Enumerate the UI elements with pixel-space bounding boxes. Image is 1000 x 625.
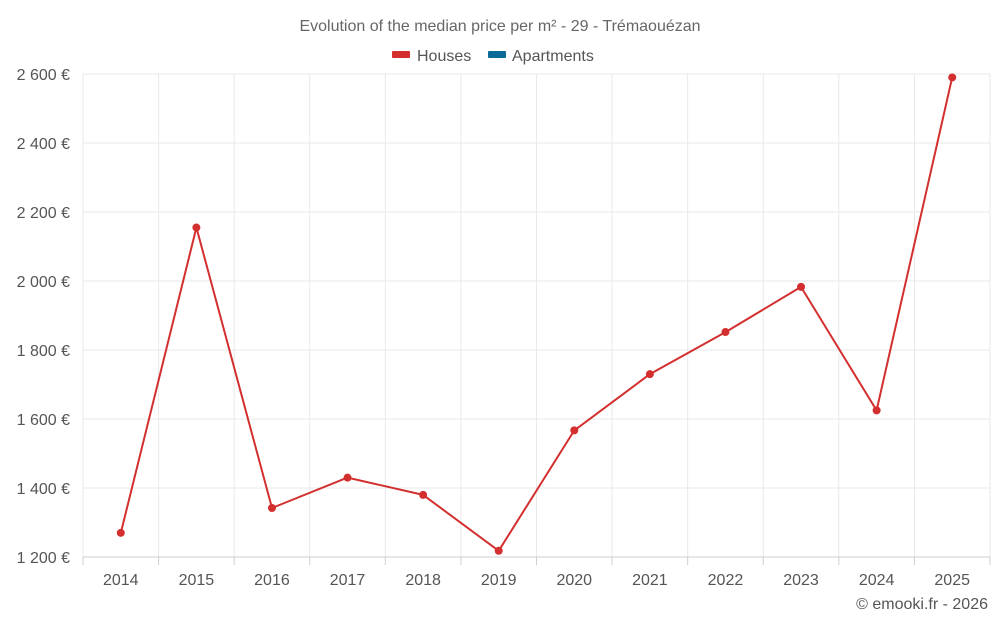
credit-text: © emooki.fr - 2026 — [856, 596, 988, 613]
chart-title: Evolution of the median price per m² - 2… — [299, 18, 700, 35]
legend-swatch-houses — [392, 51, 410, 58]
x-tick-label: 2023 — [783, 572, 819, 589]
x-tick-label: 2021 — [632, 572, 668, 589]
data-point[interactable] — [948, 73, 957, 82]
x-tick-label: 2018 — [405, 572, 441, 589]
y-axis-ticks: 1 200 € 1 400 € 1 600 € 1 800 € 2 000 € 2 200… — [17, 67, 70, 567]
data-point[interactable] — [494, 546, 503, 555]
y-tick-label: 2 600 € — [17, 67, 70, 84]
data-point[interactable] — [570, 426, 579, 435]
grid-lines — [82, 73, 991, 558]
y-tick-label: 1 600 € — [17, 412, 70, 429]
x-tick-label: 2025 — [934, 572, 970, 589]
data-point[interactable] — [872, 406, 881, 415]
y-tick-label: 1 200 € — [17, 550, 70, 567]
y-tick-label: 1 400 € — [17, 481, 70, 498]
legend-label-houses[interactable]: Houses — [417, 48, 471, 65]
x-tick-label: 2014 — [103, 572, 139, 589]
x-axis-ticks: 2014 2015 2016 2017 2018 2019 2020 2021 2022 2023… — [82, 557, 991, 589]
data-point[interactable] — [797, 282, 806, 291]
x-tick-label: 2020 — [556, 572, 592, 589]
data-point[interactable] — [419, 490, 428, 499]
data-point[interactable] — [721, 328, 730, 337]
y-tick-label: 2 400 € — [17, 136, 70, 153]
data-point[interactable] — [645, 370, 654, 379]
legend-label-apartments[interactable]: Apartments — [512, 48, 594, 65]
series-layer — [116, 73, 957, 555]
x-tick-label: 2019 — [481, 572, 517, 589]
y-tick-label: 2 200 € — [17, 205, 70, 222]
x-tick-label: 2015 — [179, 572, 215, 589]
x-tick-label: 2024 — [859, 572, 895, 589]
data-point[interactable] — [267, 504, 276, 513]
data-point[interactable] — [192, 223, 201, 232]
y-tick-label: 1 800 € — [17, 343, 70, 360]
x-tick-label: 2017 — [330, 572, 366, 589]
chart-legend: Houses Apartments — [392, 48, 594, 65]
data-point[interactable] — [116, 528, 125, 537]
data-point[interactable] — [343, 473, 352, 482]
series-line-houses — [119, 77, 954, 552]
legend-swatch-apartments — [488, 51, 506, 58]
x-tick-label: 2022 — [708, 572, 744, 589]
x-tick-label: 2016 — [254, 572, 290, 589]
y-tick-label: 2 000 € — [17, 274, 70, 291]
